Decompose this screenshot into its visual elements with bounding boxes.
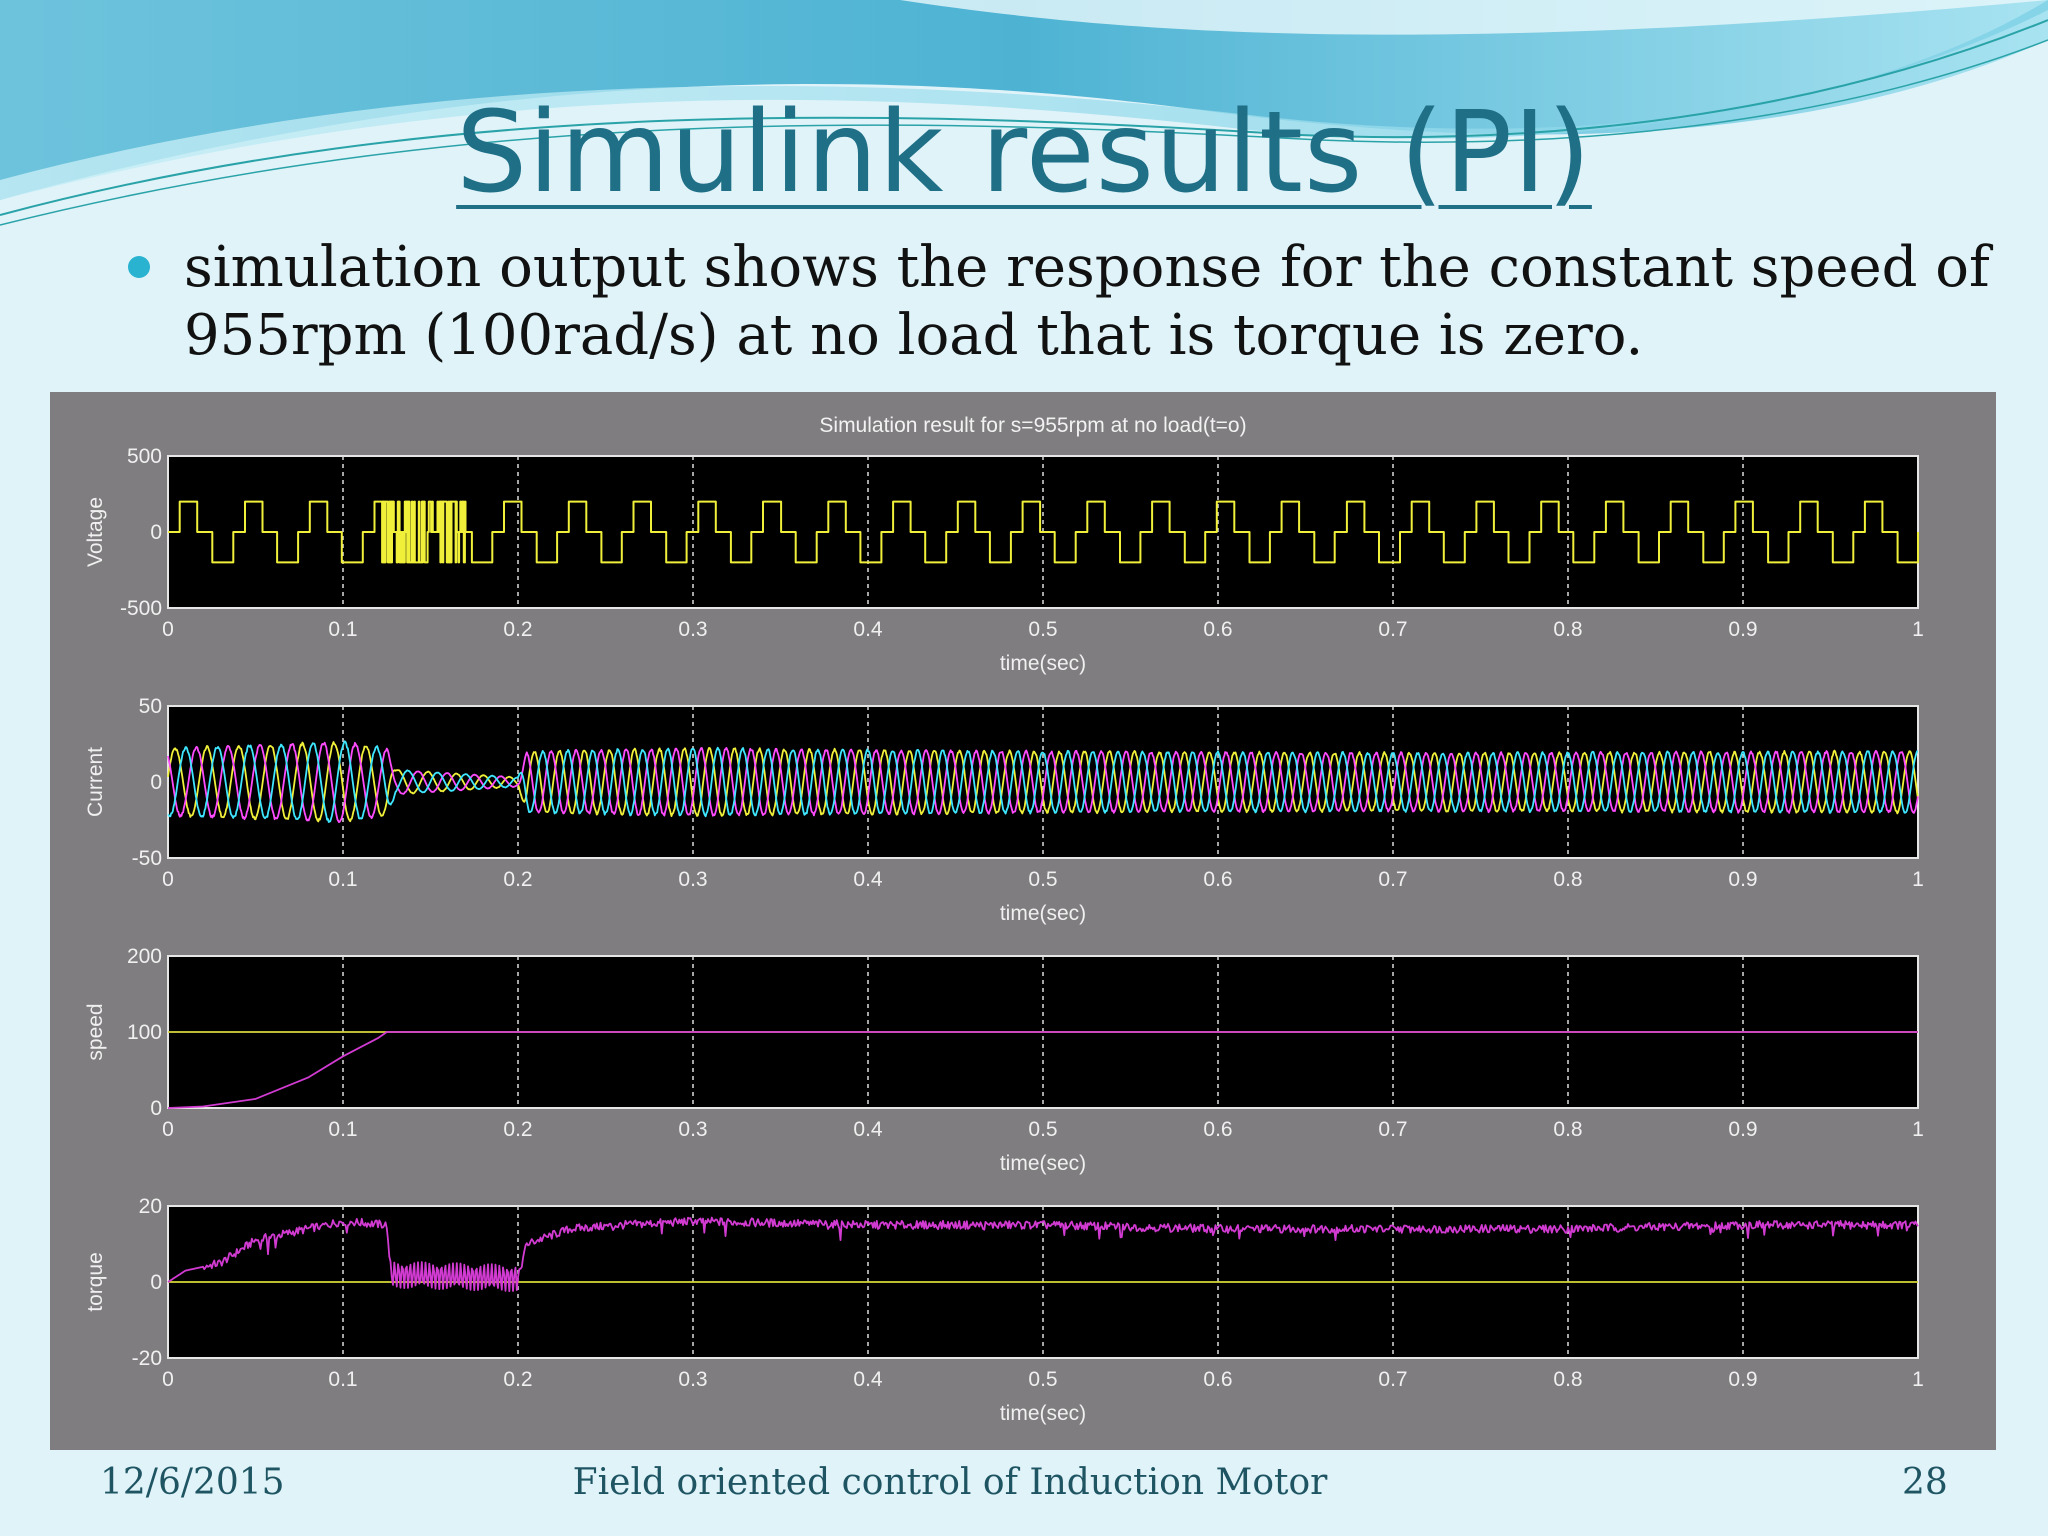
x-tick-label: 0.7 [1378, 1368, 1407, 1391]
y-tick-label: 20 [139, 1195, 162, 1218]
x-tick-label: 0.2 [503, 1118, 532, 1141]
simulation-figure: Simulation result for s=955rpm at no loa… [50, 392, 1996, 1450]
x-axis-label: time(sec) [1000, 1152, 1086, 1175]
x-tick-label: 0.7 [1378, 618, 1407, 641]
x-tick-label: 0 [162, 1368, 174, 1391]
panel-torque: 0 0.1 0.2 0.3 0.4 0.5 0.6 0.7 0.8 0.9 1200-20time(… [84, 1195, 1924, 1425]
x-tick-label: 0.3 [678, 1368, 707, 1391]
bullet-text: simulation output shows the response for… [184, 235, 1990, 368]
y-tick-label: 50 [139, 695, 162, 718]
x-tick-label: 0.6 [1203, 618, 1232, 641]
x-tick-label: 0.6 [1203, 868, 1232, 891]
y-tick-label: 0 [150, 1271, 162, 1294]
slide-title: Simulink results (PI) [456, 88, 1592, 218]
x-axis-label: time(sec) [1000, 652, 1086, 675]
x-axis-label: time(sec) [1000, 902, 1086, 925]
x-tick-label: 0 [162, 868, 174, 891]
y-tick-label: 200 [127, 945, 162, 968]
panel-voltage: 0 0.1 0.2 0.3 0.4 0.5 0.6 0.7 0.8 0.9 15000-500tim… [84, 445, 1924, 675]
x-tick-label: 0.5 [1028, 1118, 1057, 1141]
x-tick-label: 0.4 [853, 1118, 883, 1141]
y-tick-label: -50 [132, 847, 162, 870]
figure-title: Simulation result for s=955rpm at no loa… [819, 414, 1246, 437]
x-tick-label: 0.1 [328, 1118, 357, 1141]
series-line-2 [167, 741, 1919, 824]
x-tick-label: 0.6 [1203, 1118, 1232, 1141]
x-tick-label: 0.7 [1378, 868, 1407, 891]
x-tick-label: 0.8 [1553, 1368, 1582, 1391]
x-tick-label: 0.5 [1028, 1368, 1057, 1391]
x-axis-label: time(sec) [1000, 1402, 1086, 1425]
y-tick-label: 0 [150, 521, 162, 544]
x-tick-label: 0.7 [1378, 1118, 1407, 1141]
series-line-3 [167, 740, 1919, 823]
x-tick-label: 0.5 [1028, 868, 1057, 891]
x-tick-label: 0 [162, 1118, 174, 1141]
x-tick-label: 0 [162, 618, 174, 641]
page-number: 28 [1902, 1462, 1948, 1503]
y-axis-label: Voltage [84, 497, 107, 567]
y-tick-label: 500 [127, 445, 162, 468]
series-line-1 [168, 500, 1919, 564]
footer-date: 12/6/2015 [100, 1462, 285, 1503]
x-tick-label: 0.2 [503, 618, 532, 641]
x-tick-label: 1 [1912, 618, 1924, 641]
x-tick-label: 0.6 [1203, 1368, 1232, 1391]
x-tick-label: 0.5 [1028, 618, 1057, 641]
x-tick-label: 0.2 [503, 1368, 532, 1391]
x-tick-label: 0.3 [678, 868, 707, 891]
x-tick-label: 0.1 [328, 618, 357, 641]
y-tick-label: -500 [120, 597, 162, 620]
y-axis-label: Current [84, 747, 107, 817]
bullet-dot-icon [128, 256, 150, 278]
x-tick-label: 0.9 [1728, 868, 1757, 891]
y-tick-label: -20 [132, 1347, 162, 1370]
x-tick-label: 0.2 [503, 868, 532, 891]
y-tick-label: 0 [150, 1097, 162, 1120]
x-tick-label: 0.9 [1728, 1118, 1757, 1141]
series-line-2 [167, 1216, 1919, 1293]
x-tick-label: 0.4 [853, 868, 883, 891]
x-tick-label: 0.8 [1553, 1118, 1582, 1141]
x-tick-label: 0.1 [328, 1368, 357, 1391]
x-tick-label: 0.9 [1728, 1368, 1757, 1391]
x-tick-label: 0.8 [1553, 868, 1582, 891]
x-tick-label: 0.9 [1728, 618, 1757, 641]
x-tick-label: 0.8 [1553, 618, 1582, 641]
x-tick-label: 1 [1912, 1118, 1924, 1141]
background-waves [0, 0, 2048, 226]
x-tick-label: 0.4 [853, 1368, 883, 1391]
x-tick-label: 1 [1912, 868, 1924, 891]
x-tick-label: 0.4 [853, 618, 883, 641]
x-tick-label: 0.1 [328, 868, 357, 891]
panel-speed: 0 0.1 0.2 0.3 0.4 0.5 0.6 0.7 0.8 0.9 1 200 100 0 time… [84, 945, 1924, 1175]
y-tick-label: 0 [150, 771, 162, 794]
series-line-2 [167, 1031, 1918, 1109]
panel-current: 0 0.1 0.2 0.3 0.4 0.5 0.6 0.7 0.8 0.9 1500-50time(… [84, 695, 1924, 925]
footer-title: Field oriented control of Induction Moto… [572, 1462, 1328, 1503]
x-tick-label: 1 [1912, 1368, 1924, 1391]
y-tick-label: 100 [127, 1021, 162, 1044]
x-tick-label: 0.3 [678, 618, 707, 641]
x-tick-label: 0.3 [678, 1118, 707, 1141]
y-axis-label: torque [84, 1252, 107, 1312]
y-axis-label: speed [84, 1003, 107, 1060]
